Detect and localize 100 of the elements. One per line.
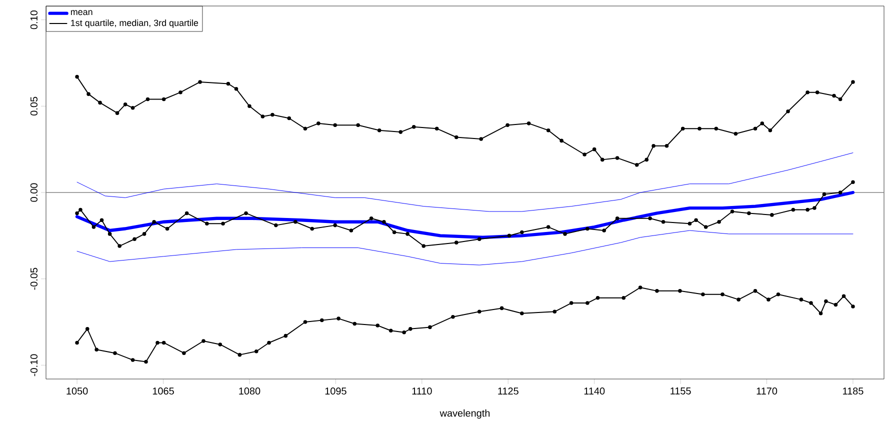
point [428,325,432,330]
point [226,82,230,86]
point [602,228,606,232]
point [698,126,702,130]
point [352,322,357,326]
point [678,289,682,293]
point [221,222,225,226]
point [638,286,642,290]
point [546,225,550,229]
point [152,220,156,224]
point [369,216,374,220]
point [806,208,810,212]
point [812,206,816,210]
point [736,298,740,302]
point [776,292,780,296]
point [688,222,692,226]
point [500,306,504,310]
x-axis-title: wavelength [440,409,490,419]
x-tick-label: 1140 [584,388,605,395]
y-tick-label: 0.05 [30,96,38,116]
point [838,190,842,194]
point [586,226,590,231]
x-tick-label: 1065 [152,388,174,395]
point [622,296,626,300]
point [320,318,324,322]
point [454,135,458,140]
point [94,348,98,352]
point [506,123,510,128]
point [824,299,828,304]
y-tick-label: -0.05 [30,268,38,290]
point [118,244,122,248]
line-series [76,152,854,212]
point [294,220,298,224]
point [270,112,274,117]
point [287,116,292,120]
point [766,298,770,302]
point [615,216,620,220]
point [130,106,135,110]
point [822,192,826,196]
point [563,232,567,236]
point [851,180,855,184]
point [382,220,386,224]
point [520,230,524,234]
point [753,126,758,130]
point [454,240,458,244]
point [123,102,128,106]
point [648,216,652,220]
point [78,208,82,212]
x-tick-label: 1170 [756,388,778,395]
point [100,218,104,222]
point [162,340,166,345]
point [730,210,734,214]
point [477,237,482,242]
point [661,220,666,224]
point [303,126,308,130]
point [652,144,656,148]
point [615,156,620,160]
point [303,320,308,324]
point [644,158,649,162]
point [479,137,483,141]
point [451,314,455,319]
point [406,232,410,236]
point [402,330,406,334]
point [634,162,639,167]
point [165,226,170,231]
point [202,339,206,343]
point [274,223,278,228]
point [546,128,550,132]
point [333,123,337,128]
point [260,114,265,118]
point [310,226,314,231]
point [569,301,574,305]
point [815,90,820,94]
point [786,109,790,114]
point [851,304,855,308]
x-tick-label: 1050 [66,388,88,395]
point [747,211,751,216]
point [434,126,439,130]
point [398,130,403,134]
point [267,340,271,345]
point [809,301,813,305]
point [842,294,846,298]
legend-label: mean [70,10,92,16]
point [238,352,242,357]
point [113,351,117,355]
point [701,292,705,296]
point [720,292,724,296]
point [586,301,590,305]
x-tick-label: 1125 [498,388,518,395]
x-tick-label: 1095 [325,388,346,395]
point [349,228,354,232]
point [838,97,842,102]
point [422,244,426,248]
point [244,211,248,216]
point [734,132,738,136]
point [520,311,524,316]
point [760,122,764,126]
point [680,126,685,130]
point [92,225,96,229]
point [851,80,855,84]
